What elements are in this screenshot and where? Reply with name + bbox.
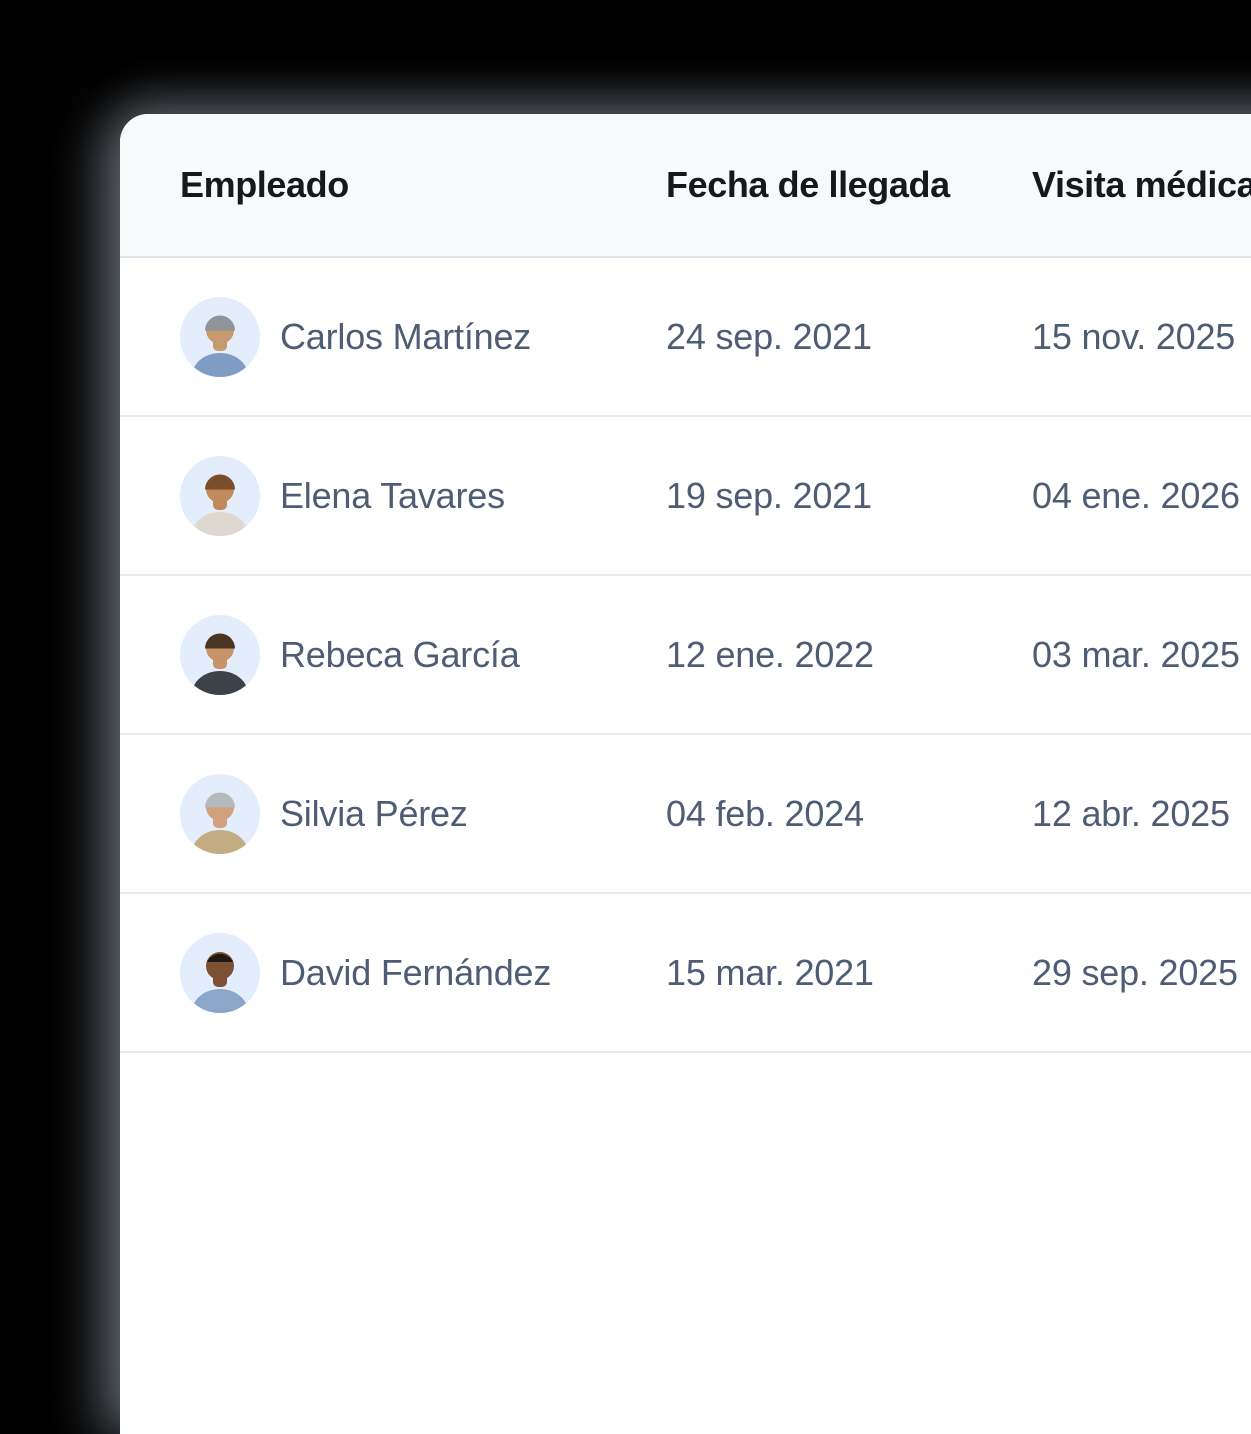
page: { "page": { "background": "#000000", "ca… [120,114,1251,1434]
employee-cell: Silvia Pérez [180,773,666,854]
employee-name: Elena Tavares [280,474,505,516]
employee-cell: David Fernández [180,932,666,1013]
visit-date: 04 ene. 2026 [1032,474,1240,516]
employee-name: David Fernández [280,951,552,993]
person-photo-icon [180,773,260,854]
table-row[interactable]: David Fernández 15 mar. 2021 29 sep. 202… [120,894,1251,1053]
arrival-date: 15 mar. 2021 [666,951,874,993]
avatar [180,614,260,695]
employee-name: Silvia Pérez [280,792,468,834]
column-header-empleado: Empleado [180,164,349,205]
arrival-date: 12 ene. 2022 [666,633,874,675]
column-header-fecha-de-llegada: Fecha de llegada [666,164,950,205]
table-row[interactable]: Elena Tavares 19 sep. 2021 04 ene. 2026 [120,417,1251,576]
employee-name: Carlos Martínez [280,315,532,357]
employee-cell: Rebeca García [180,614,666,695]
arrival-date: 04 feb. 2024 [666,792,864,834]
visit-date: 29 sep. 2025 [1032,951,1238,993]
avatar [180,932,260,1013]
person-photo-icon [180,614,260,695]
person-photo-icon [180,932,260,1013]
table-row[interactable]: Carlos Martínez 24 sep. 2021 15 nov. 202… [120,258,1251,417]
table-row[interactable]: Silvia Pérez 04 feb. 2024 12 abr. 2025 [120,735,1251,894]
column-header-visita-medica: Visita médica [1032,164,1251,205]
employee-table-card: Empleado Fecha de llegada Visita médica … [120,114,1251,1434]
visit-date: 15 nov. 2025 [1032,315,1236,357]
avatar [180,773,260,854]
person-photo-icon [180,455,260,536]
table-header: Empleado Fecha de llegada Visita médica [120,114,1251,258]
employee-cell: Elena Tavares [180,455,666,536]
avatar [180,296,260,377]
employee-name: Rebeca García [280,633,520,675]
arrival-date: 19 sep. 2021 [666,474,872,516]
visit-date: 12 abr. 2025 [1032,792,1230,834]
person-photo-icon [180,296,260,377]
table-row[interactable]: Rebeca García 12 ene. 2022 03 mar. 2025 [120,576,1251,735]
employee-cell: Carlos Martínez [180,296,666,377]
visit-date: 03 mar. 2025 [1032,633,1240,675]
avatar [180,455,260,536]
arrival-date: 24 sep. 2021 [666,315,872,357]
